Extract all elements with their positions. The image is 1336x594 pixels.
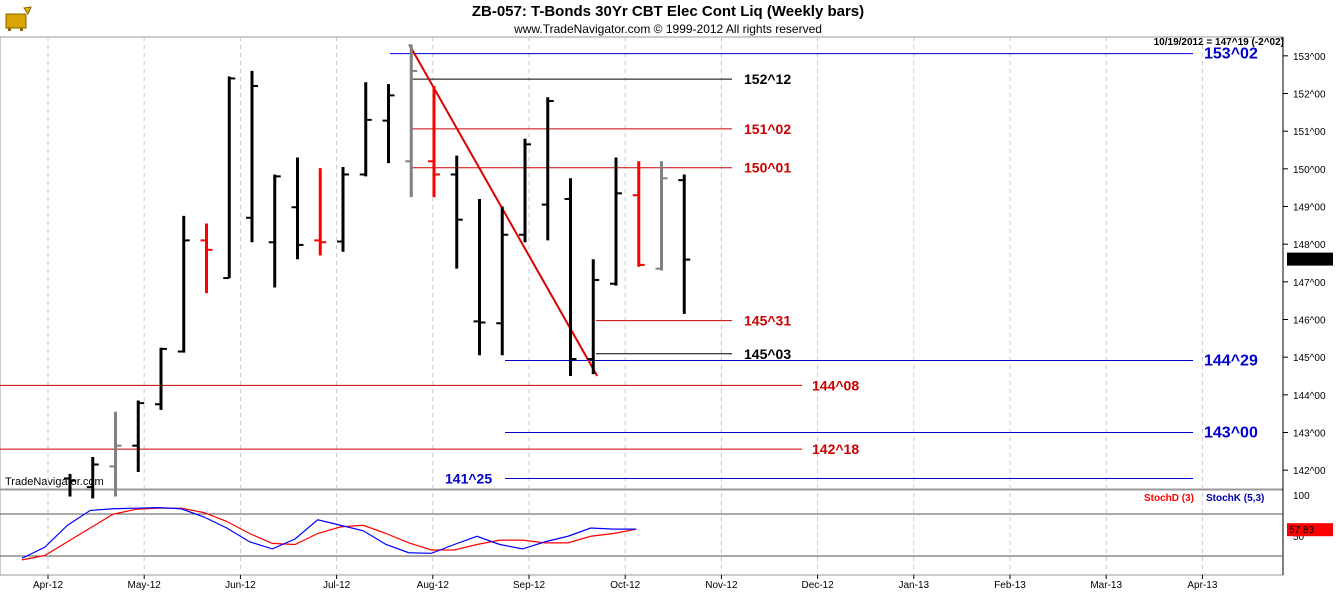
level-label: 145^31 bbox=[744, 313, 791, 329]
legend-stoch-k: StochK (5,3) bbox=[1206, 493, 1264, 504]
x-tick-label: Oct-12 bbox=[610, 580, 640, 591]
y-tick-label: 150^00 bbox=[1293, 165, 1326, 176]
x-tick-label: Nov-12 bbox=[705, 580, 738, 591]
level-label: 145^03 bbox=[744, 346, 791, 362]
x-tick-label: Mar-13 bbox=[1090, 580, 1122, 591]
y-tick-label: 148^00 bbox=[1293, 240, 1326, 251]
x-tick-label: Apr-13 bbox=[1187, 580, 1217, 591]
level-label: 144^29 bbox=[1204, 353, 1258, 370]
stoch-scale-label: 100 bbox=[1293, 491, 1310, 502]
y-tick-label: 144^00 bbox=[1293, 391, 1326, 402]
y-tick-label: 147^00 bbox=[1293, 278, 1326, 289]
y-tick-label: 149^00 bbox=[1293, 203, 1326, 214]
y-tick-label: 143^00 bbox=[1293, 429, 1326, 440]
level-label: 153^02 bbox=[1204, 46, 1258, 63]
y-tick-label: 151^00 bbox=[1293, 127, 1326, 138]
last-price-label: 147^19 bbox=[1289, 255, 1322, 266]
y-tick-label: 153^00 bbox=[1293, 52, 1326, 63]
price-panel-frame bbox=[0, 36, 1284, 490]
stoch-d-line bbox=[21, 507, 637, 561]
x-tick-label: Aug-12 bbox=[417, 580, 450, 591]
legend-stoch-d: StochD (3) bbox=[1144, 493, 1194, 504]
bull-logo-icon bbox=[4, 4, 34, 32]
stoch-last-box bbox=[1287, 523, 1333, 537]
level-label: 142^18 bbox=[812, 441, 859, 457]
x-tick-label: Feb-13 bbox=[994, 580, 1026, 591]
level-label: 141^25 bbox=[445, 470, 492, 486]
stoch-last-label: 57.83 bbox=[1289, 525, 1314, 536]
y-tick-label: 145^00 bbox=[1293, 353, 1326, 364]
x-tick-label: Jul-12 bbox=[323, 580, 351, 591]
level-label: 151^02 bbox=[744, 121, 791, 137]
chart-title: ZB-057: T-Bonds 30Yr CBT Elec Cont Liq (… bbox=[471, 3, 865, 20]
level-label: 144^08 bbox=[812, 377, 859, 393]
y-tick-label: 142^00 bbox=[1293, 466, 1326, 477]
x-tick-label: Dec-12 bbox=[801, 580, 834, 591]
stoch-panel-frame bbox=[0, 489, 1284, 576]
price-readout: 10/19/2012 = 147^19 (-2^02) bbox=[1153, 37, 1284, 48]
x-tick-label: Jun-12 bbox=[225, 580, 256, 591]
stoch-mid-label: 50 bbox=[1293, 532, 1305, 543]
level-label: 143^00 bbox=[1204, 425, 1258, 442]
x-tick-label: Apr-12 bbox=[33, 580, 63, 591]
x-tick-label: May-12 bbox=[128, 580, 162, 591]
x-tick-label: Jan-13 bbox=[899, 580, 930, 591]
y-tick-label: 146^00 bbox=[1293, 316, 1326, 327]
last-price-box bbox=[1287, 252, 1333, 266]
level-label: 150^01 bbox=[744, 160, 791, 176]
y-tick-label: 152^00 bbox=[1293, 90, 1326, 101]
chart-subtitle: www.TradeNavigator.com © 1999-2012 All r… bbox=[514, 22, 822, 36]
x-tick-label: Sep-12 bbox=[513, 580, 546, 591]
watermark: TradeNavigator.com bbox=[5, 476, 104, 488]
level-label: 152^12 bbox=[744, 71, 791, 87]
stoch-k-line bbox=[21, 507, 637, 559]
